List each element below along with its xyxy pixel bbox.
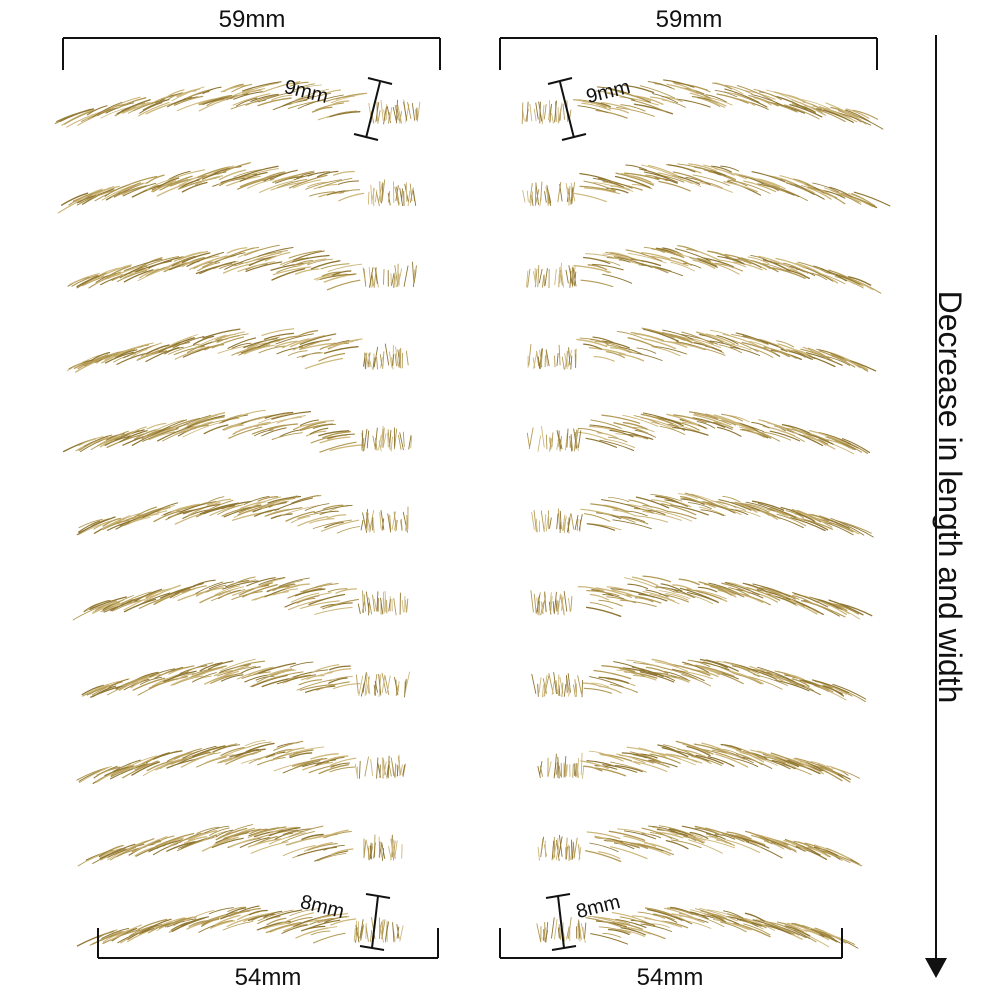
top-left-width-label: 59mm [218, 6, 286, 33]
right-eyebrow [531, 658, 867, 703]
left-eyebrow [66, 328, 409, 373]
top-right-height-bar [559, 81, 575, 139]
left-eyebrow [67, 244, 417, 291]
bottom-right-width-label: 54mm [636, 964, 704, 991]
bottom-left-width-label: 54mm [234, 964, 302, 991]
bottom-left-height-bar [371, 895, 379, 949]
top-right-height-cap [561, 133, 587, 141]
right-eyebrow [521, 79, 884, 130]
bottom-right-height-cap [545, 893, 571, 899]
left-eyebrow [76, 494, 409, 536]
right-eyebrow [526, 245, 882, 294]
bottom-left-height-cap [359, 945, 385, 951]
right-eyebrow [522, 163, 891, 209]
right-eyebrow [536, 906, 859, 949]
dimension-marks [62, 35, 947, 978]
right-eyebrow [537, 825, 862, 867]
left-eyebrow [72, 576, 409, 621]
top-right-height-cap [547, 77, 573, 85]
right-eyebrow [527, 327, 877, 372]
top-right-width-label: 59mm [655, 6, 723, 33]
top-left-height-bar [365, 81, 381, 139]
left-eyebrow [62, 409, 413, 453]
left-eyebrow [76, 905, 404, 947]
bottom-left-height-cap [365, 893, 391, 899]
left-eyebrow [81, 658, 411, 698]
down-arrow-icon [925, 958, 947, 978]
right-eyebrow [531, 492, 874, 538]
left-eyebrow [77, 824, 403, 867]
bottom-right-height-cap [551, 945, 577, 951]
left-eyebrow [76, 739, 406, 785]
top-left-height-cap [367, 77, 393, 85]
bottom-right-height-bar [557, 895, 565, 949]
top-left-height-cap [353, 133, 379, 141]
left-eyebrow [54, 81, 421, 128]
side-caption: Decrease in length and width [932, 290, 968, 704]
eyebrow-grid [54, 79, 891, 949]
right-eyebrow [537, 740, 860, 783]
right-eyebrow [530, 575, 873, 620]
right-eyebrow [526, 411, 871, 455]
left-eyebrow [57, 162, 417, 214]
